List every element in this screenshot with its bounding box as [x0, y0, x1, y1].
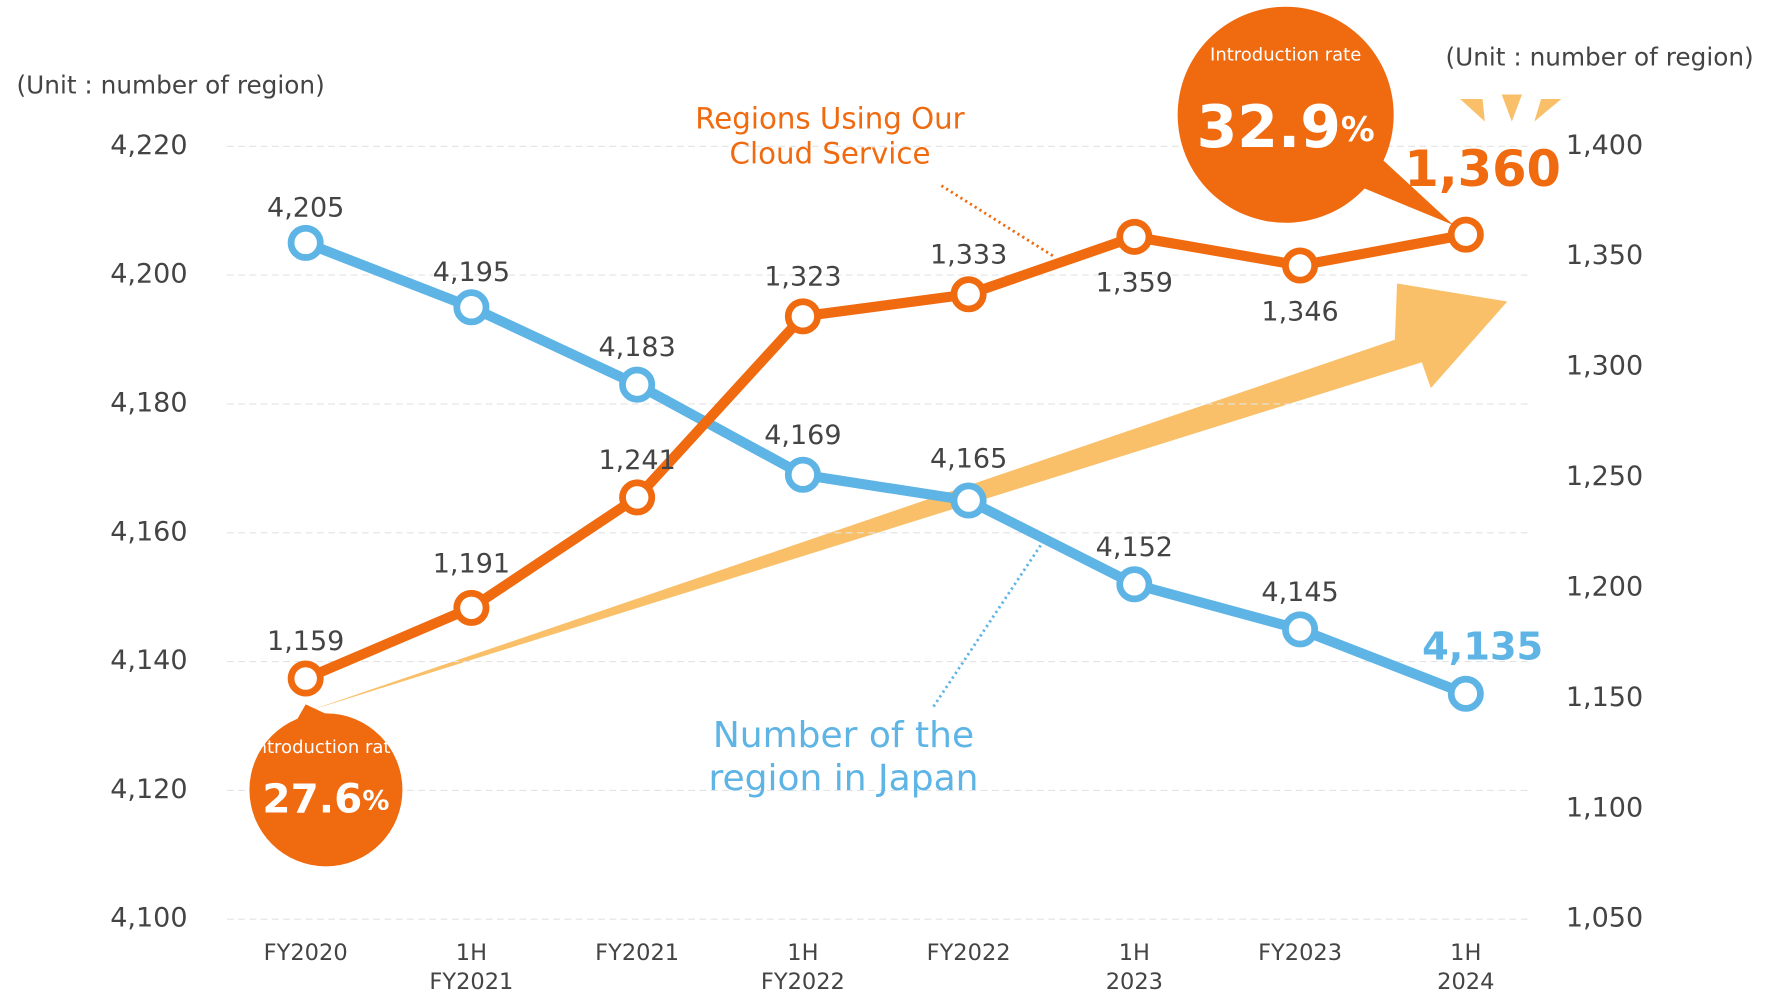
- rate-bubble: Introduction rate 27.6%: [249, 704, 403, 867]
- value-label: 1,159: [267, 626, 344, 657]
- y2-tick-label: 1,300: [1566, 351, 1643, 382]
- value-label: 4,135: [1422, 624, 1543, 669]
- x-tick-label: FY2020: [264, 939, 348, 965]
- y-tick-label: 4,200: [110, 259, 187, 290]
- x-tick-label: FY2023: [1258, 939, 1342, 965]
- x-tick-label: 1H 2023: [1106, 939, 1163, 994]
- starburst: [1460, 94, 1562, 122]
- value-label: 1,360: [1404, 140, 1561, 198]
- marker: [619, 479, 656, 516]
- marker: [453, 289, 490, 326]
- line: [303, 229, 1467, 684]
- marker: [1282, 247, 1319, 284]
- y-tick-label: 4,160: [110, 516, 187, 547]
- x-tick-label: FY2021: [595, 939, 679, 965]
- y2-tick-label: 1,050: [1566, 903, 1643, 934]
- y2-tick-label: 1,350: [1566, 240, 1643, 271]
- value-label: 1,346: [1261, 296, 1338, 327]
- y-tick-label: 4,180: [110, 387, 187, 418]
- value-label: 1,323: [764, 262, 841, 293]
- bubble: [1177, 6, 1394, 223]
- y2-tick-label: 1,100: [1566, 792, 1643, 823]
- marker: [1447, 675, 1484, 712]
- trend-arrow: [307, 283, 1508, 712]
- value-label: 1,359: [1096, 268, 1173, 299]
- y-axis-label: (Unit : number of region): [17, 71, 325, 100]
- line: [303, 238, 1468, 699]
- marker: [287, 660, 324, 697]
- y-tick-label: 4,100: [110, 903, 187, 934]
- x-tick-label: FY2022: [927, 939, 1011, 965]
- leader-line: [932, 541, 1044, 708]
- marker: [784, 298, 821, 335]
- rate-bubble: Introduction rate 32.9%: [1177, 6, 1454, 226]
- y2-tick-label: 1,400: [1566, 130, 1643, 161]
- value-label: 4,169: [764, 420, 841, 451]
- rate-unit: %: [1341, 109, 1375, 148]
- y2-axis-label: (Unit : number of region): [1445, 43, 1753, 72]
- value-label: 1,191: [433, 549, 510, 580]
- marker: [950, 482, 987, 519]
- y2-tick-label: 1,200: [1566, 571, 1643, 602]
- bubble: [249, 713, 403, 867]
- rate-caption: Introduction rate: [250, 737, 401, 758]
- y2-tick-label: 1,250: [1566, 461, 1643, 492]
- bubble-pointer: [1357, 157, 1454, 226]
- marker: [287, 224, 324, 261]
- value-label: 4,205: [267, 193, 344, 224]
- value-label: 4,165: [930, 444, 1007, 475]
- marker: [453, 589, 490, 626]
- rate-value: 27.6%: [262, 774, 389, 822]
- value-label: 4,183: [598, 332, 675, 363]
- rate-unit: %: [362, 785, 389, 816]
- y-tick-label: 4,120: [110, 774, 187, 805]
- value-label: 1,333: [930, 239, 1007, 270]
- marker: [784, 456, 821, 493]
- value-label: 4,145: [1261, 577, 1338, 608]
- series-label: Regions Using Our Cloud Service: [695, 101, 965, 170]
- rate-caption: Introduction rate: [1210, 44, 1361, 65]
- rate-number: 27.6: [262, 774, 362, 822]
- series-label: Number of the region in Japan: [709, 715, 979, 799]
- x-tick-label: 1H FY2022: [761, 939, 845, 994]
- y2-tick-label: 1,150: [1566, 682, 1643, 713]
- rate-number: 32.9: [1197, 93, 1341, 161]
- y-tick-label: 4,220: [110, 130, 187, 161]
- value-label: 4,195: [433, 257, 510, 288]
- y-tick-label: 4,140: [110, 645, 187, 676]
- marker: [1116, 566, 1153, 603]
- marker: [1447, 216, 1484, 253]
- value-label: 1,241: [598, 445, 675, 476]
- x-tick-label: 1H FY2021: [429, 939, 513, 994]
- marker: [619, 366, 656, 403]
- marker: [950, 276, 987, 313]
- marker: [1282, 611, 1319, 648]
- marker: [1116, 218, 1153, 255]
- value-label: 4,152: [1096, 532, 1173, 563]
- x-tick-label: 1H 2024: [1437, 939, 1494, 994]
- rate-value: 32.9%: [1197, 93, 1375, 161]
